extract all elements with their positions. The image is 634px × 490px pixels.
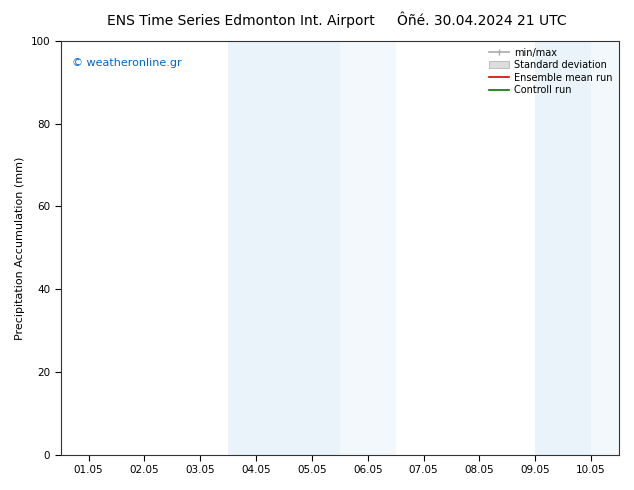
Y-axis label: Precipitation Accumulation (mm): Precipitation Accumulation (mm) [15,156,25,340]
Bar [340,41,396,455]
Legend: min/max, Standard deviation, Ensemble mean run, Controll run: min/max, Standard deviation, Ensemble me… [486,44,616,99]
Text: © weatheronline.gr: © weatheronline.gr [72,58,181,68]
Text: ENS Time Series Edmonton Int. Airport: ENS Time Series Edmonton Int. Airport [107,14,375,28]
Text: Ôñé. 30.04.2024 21 UTC: Ôñé. 30.04.2024 21 UTC [397,14,567,28]
Bar [535,41,591,455]
Bar [591,41,619,455]
Bar [228,41,340,455]
